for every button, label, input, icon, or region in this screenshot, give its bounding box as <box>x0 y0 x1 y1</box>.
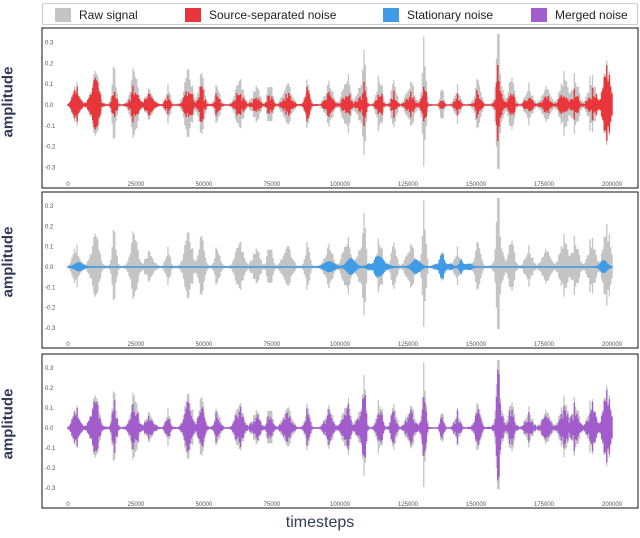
x-tick-label: 200000 <box>602 182 623 188</box>
x-tick-label: 75000 <box>264 182 281 188</box>
legend-label-source: Source-separated noise <box>209 8 337 22</box>
y-tick-label: 0.1 <box>45 82 54 88</box>
x-tick-label: 150000 <box>466 182 487 188</box>
x-tick-label: 175000 <box>534 182 555 188</box>
legend-swatch-stationary <box>383 8 399 22</box>
y-tick-label: -0.1 <box>45 124 56 130</box>
x-tick-label: 200000 <box>602 502 623 508</box>
y-tick-label: 0.1 <box>45 406 54 412</box>
y-tick-label: -0.2 <box>45 145 56 151</box>
x-tick-label: 50000 <box>196 342 213 348</box>
y-tick-label: -0.3 <box>45 166 56 172</box>
x-tick-label: 125000 <box>398 502 419 508</box>
y-tick-label: -0.2 <box>45 466 56 472</box>
x-tick-label: 75000 <box>264 502 281 508</box>
x-axis-label: timesteps <box>285 514 355 531</box>
legend-item-stationary: Stationary noise <box>383 7 493 23</box>
x-tick-label: 100000 <box>330 502 351 508</box>
legend-item-source: Source-separated noise <box>185 7 336 23</box>
merged-noise-series <box>67 369 613 481</box>
y-tick-label: 0.3 <box>45 204 54 210</box>
y-tick-label: 0.0 <box>45 265 54 271</box>
x-tick-label: 50000 <box>196 502 213 508</box>
legend-label-merged: Merged noise <box>555 8 628 22</box>
legend: Raw signal Source-separated noise Statio… <box>42 3 638 25</box>
x-tick-label: 125000 <box>398 182 419 188</box>
y-tick-label: 0.2 <box>45 386 54 392</box>
x-tick-label: 100000 <box>330 342 351 348</box>
y-tick-label: -0.1 <box>45 446 56 452</box>
y-tick-label: 0.0 <box>45 103 54 109</box>
x-tick-label: 200000 <box>602 342 623 348</box>
x-tick-label: 0 <box>66 182 70 188</box>
y-tick-label: 0.0 <box>45 426 54 432</box>
y-tick-label: 0.2 <box>45 61 54 67</box>
x-tick-label: 150000 <box>466 342 487 348</box>
x-tick-label: 100000 <box>330 182 351 188</box>
x-tick-label: 25000 <box>128 342 145 348</box>
y-tick-label: 0.1 <box>45 245 54 251</box>
y-tick-label: 0.2 <box>45 224 54 230</box>
x-tick-label: 0 <box>66 502 70 508</box>
y-tick-label: -0.3 <box>45 326 56 332</box>
y-tick-label: 0.3 <box>45 40 54 46</box>
legend-item-merged: Merged noise <box>531 7 628 23</box>
x-tick-label: 175000 <box>534 502 555 508</box>
source-separated-noise-series <box>67 64 613 142</box>
legend-label-raw: Raw signal <box>79 8 138 22</box>
x-tick-label: 125000 <box>398 342 419 348</box>
legend-item-raw: Raw signal <box>55 7 138 23</box>
x-tick-label: 75000 <box>264 342 281 348</box>
legend-swatch-merged <box>531 8 547 22</box>
x-tick-label: 25000 <box>128 182 145 188</box>
stationary-noise-series <box>67 254 613 279</box>
y-tick-label: 0.3 <box>45 366 54 372</box>
legend-swatch-source <box>185 8 201 22</box>
x-tick-label: 175000 <box>534 342 555 348</box>
y-tick-label: -0.3 <box>45 486 56 492</box>
x-tick-label: 25000 <box>128 502 145 508</box>
legend-swatch-raw <box>55 8 71 22</box>
x-tick-label: 50000 <box>196 182 213 188</box>
y-tick-label: -0.2 <box>45 306 56 312</box>
legend-label-stationary: Stationary noise <box>407 8 494 22</box>
y-tick-label: -0.1 <box>45 285 56 291</box>
x-tick-label: 0 <box>66 342 70 348</box>
x-tick-label: 150000 <box>466 502 487 508</box>
